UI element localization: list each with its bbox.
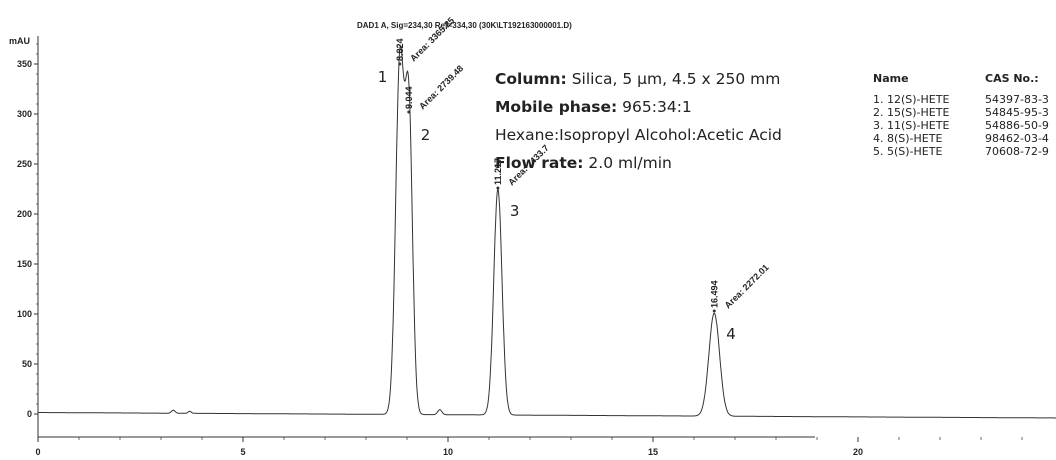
column-label: Column: (495, 70, 567, 88)
cas-number: 54845-95-3 (985, 106, 1049, 119)
y-tick-label: 350 (17, 59, 32, 69)
legend-header-name: Name (873, 72, 909, 85)
mobile-phase-label: Mobile phase: (495, 98, 618, 116)
x-tick-label: 15 (648, 447, 658, 457)
peak-retention-time-label: 8.824 (395, 38, 405, 61)
flow-rate-line: Flow rate: 2.0 ml/min (495, 149, 782, 177)
compound-legend: Name CAS No.: 1. 12(S)-HETE 54397-83-3 2.… (871, 72, 1049, 158)
y-tick-label: 150 (17, 259, 32, 269)
peak-area-label: Area: 2272.01 (723, 262, 771, 310)
peak-apex-marker (496, 186, 500, 190)
legend-row: 5. 5(S)-HETE 70608-72-9 (871, 145, 1049, 158)
x-tick-label: 10 (443, 447, 453, 457)
signal-header: DAD1 A, Sig=234,30 Ref=334,30 (30K\LT192… (357, 21, 572, 30)
legend-row: 2. 15(S)-HETE 54845-95-3 (871, 106, 1049, 119)
cas-number: 98462-03-4 (985, 132, 1049, 145)
flow-rate-label: Flow rate: (495, 154, 584, 172)
y-tick-label: 250 (17, 159, 32, 169)
peak-number-label: 2 (421, 126, 431, 144)
chromatogram-trace-group (38, 44, 1056, 419)
x-tick-label: 0 (35, 447, 40, 457)
peak-area-label: Area: 2739.48 (417, 63, 465, 111)
y-tick-label: 300 (17, 109, 32, 119)
column-line: Column: Silica, 5 µm, 4.5 x 250 mm (495, 65, 782, 93)
legend-row: 1. 12(S)-HETE 54397-83-3 (871, 93, 1049, 106)
flow-rate-value: 2.0 ml/min (583, 154, 672, 172)
mobile-phase-value: 965:34:1 (617, 98, 692, 116)
peak-apex-marker (712, 309, 716, 313)
y-tick-label: 200 (17, 209, 32, 219)
y-tick-label: 100 (17, 309, 32, 319)
peak-number-label: 4 (726, 325, 736, 343)
chart-axes: 05010015020025030035005101520253035 (17, 36, 1023, 457)
peak-retention-time-label: 9.044 (404, 86, 414, 109)
y-tick-label: 50 (22, 359, 32, 369)
compound-name: 3. 11(S)-HETE (873, 119, 950, 132)
legend-header-cas: CAS No.: (985, 72, 1039, 85)
cas-number: 70608-72-9 (985, 145, 1049, 158)
legend-row: 3. 11(S)-HETE 54886-50-9 (871, 119, 1049, 132)
y-axis-unit-label: mAU (9, 36, 31, 46)
compound-name: 4. 8(S)-HETE (873, 132, 943, 145)
mobile-phase-line: Mobile phase: 965:34:1 (495, 93, 782, 121)
peak-apex-marker (398, 62, 402, 66)
solvent-line: Hexane:Isopropyl Alcohol:Acetic Acid (495, 126, 782, 144)
x-tick-label: 5 (240, 447, 245, 457)
method-conditions: Column: Silica, 5 µm, 4.5 x 250 mm Mobil… (495, 65, 782, 177)
cas-number: 54886-50-9 (985, 119, 1049, 132)
peak-apex-marker (407, 110, 411, 114)
chromatogram-trace (38, 44, 1056, 419)
peak-number-label: 3 (510, 202, 520, 220)
compound-name: 2. 15(S)-HETE (873, 106, 950, 119)
cas-number: 54397-83-3 (985, 93, 1049, 106)
x-tick-label: 20 (853, 447, 863, 457)
compound-name: 5. 5(S)-HETE (873, 145, 943, 158)
peak-number-label: 1 (378, 68, 388, 86)
column-value: Silica, 5 µm, 4.5 x 250 mm (566, 70, 781, 88)
peak-retention-time-label: 16.494 (709, 280, 719, 308)
peak-retention-time-label: 11.217 (493, 158, 503, 185)
legend-row: 4. 8(S)-HETE 98462-03-4 (871, 132, 1049, 145)
compound-name: 1. 12(S)-HETE (873, 93, 950, 106)
y-tick-label: 0 (27, 409, 32, 419)
